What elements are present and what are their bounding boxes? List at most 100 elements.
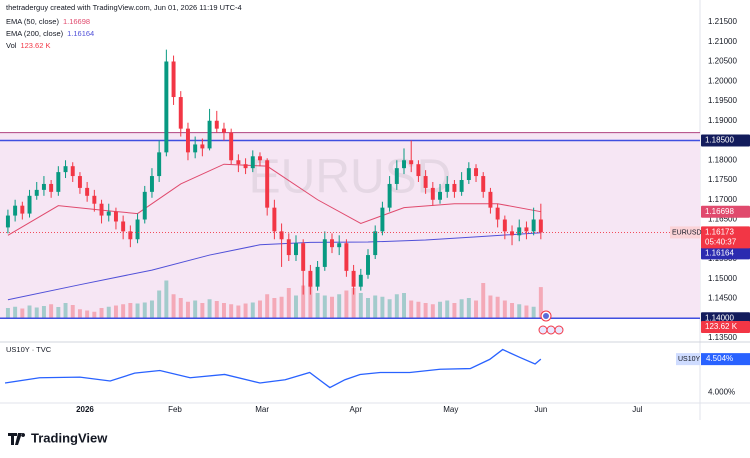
plot-layer: EURUSD1.135001.140001.145001.150001.1550… [0,17,750,414]
y-tick-label: 1.14500 [708,294,737,303]
candle-body [337,243,342,248]
flag-icon [554,325,564,335]
volume-bar [85,310,90,318]
candle-body [286,239,291,256]
candle-body [466,168,471,181]
x-tick-label: May [443,405,458,414]
logo-icon [8,433,26,445]
volume-bar [445,300,450,318]
brand: TradingView [31,430,108,445]
candle-body [315,266,320,287]
flags [538,310,564,335]
volume-bar [466,298,471,318]
volume-bar [265,294,270,318]
price-tag: 1.16173 [705,228,734,237]
y-tick-label: 1.18000 [708,155,737,164]
candle-body [402,160,406,169]
volume-bar [286,288,291,318]
volume-bar [373,295,378,318]
candle-body [387,183,392,208]
volume-bar [135,303,140,318]
candle-body [488,191,493,208]
candle-body [257,156,262,161]
volume-bar [322,295,327,318]
volume-bar [423,303,428,318]
candle-body [416,164,421,177]
candle-body [113,211,118,222]
ema200-tag-bg [701,247,750,260]
candle-body [351,270,356,287]
volume-bar [250,302,255,318]
candle-body [366,255,370,275]
candle-body [157,152,162,177]
volume-bar [142,302,147,318]
candle-body [221,128,226,133]
candle-body [92,195,97,204]
candle-body [171,61,176,98]
volume-bar [351,288,356,318]
ema200-tag: 1.16164 [705,249,734,258]
candle-body [481,176,486,192]
candle-body [70,166,75,177]
volume-bar [394,294,399,318]
candle-body [77,176,82,188]
candle-body [142,191,147,220]
candle-body [358,274,363,287]
watermark: EURUSD [249,151,452,204]
candle-body [445,183,450,192]
candle-body [214,120,219,129]
candle-body [452,183,457,192]
volume-bar [106,306,111,318]
candle-body [430,187,435,200]
candle-body [531,219,536,232]
volume-bar [20,308,25,318]
volume-bar [99,308,104,318]
candle-body [510,231,515,236]
volume-tag-bg [701,321,750,333]
footer-logo: TradingView [8,430,108,445]
volume-bar [207,299,212,318]
volume-bar [149,300,154,318]
candle-body [178,97,183,129]
us10y-symbol-bg [676,353,700,366]
candle-body [229,132,234,161]
volume-bar [366,298,370,318]
x-tick-label: 2026 [76,405,94,414]
candle-body [394,168,399,184]
ema-line [7,232,541,301]
candle-body [423,176,428,188]
y-tick-label: 1.20000 [708,76,737,85]
volume-bar [27,305,32,318]
y-tick-label: 4.000% [708,387,735,396]
volume-bar [113,305,118,318]
candle-body [13,205,18,216]
volume-bar [510,303,515,318]
volume-bar [92,311,97,318]
ema50-tag: 1.16698 [705,207,734,216]
candle-body [207,120,212,149]
volume-bar [524,305,529,318]
volume-bar [387,299,392,318]
x-tick-label: Feb [168,405,182,414]
volume-bar [193,300,198,318]
volume-bar [121,304,126,318]
volume-bar [495,296,500,318]
volume-bar [330,296,334,318]
candle-body [495,207,500,220]
candle-body [193,144,198,153]
volume-bar [358,293,363,318]
candle-body [301,243,306,271]
volume-bar [416,301,421,318]
candle-body [185,128,190,153]
volume-bar [538,287,543,318]
y-tick-label: 1.19000 [708,116,737,125]
volume-bar [157,290,162,318]
volume-bar [430,304,435,318]
volume-bar [229,304,234,318]
volume-bar [164,280,169,318]
y-tick-label: 1.21500 [708,17,737,26]
volume-bar [272,298,277,318]
volume-bar [402,293,406,318]
